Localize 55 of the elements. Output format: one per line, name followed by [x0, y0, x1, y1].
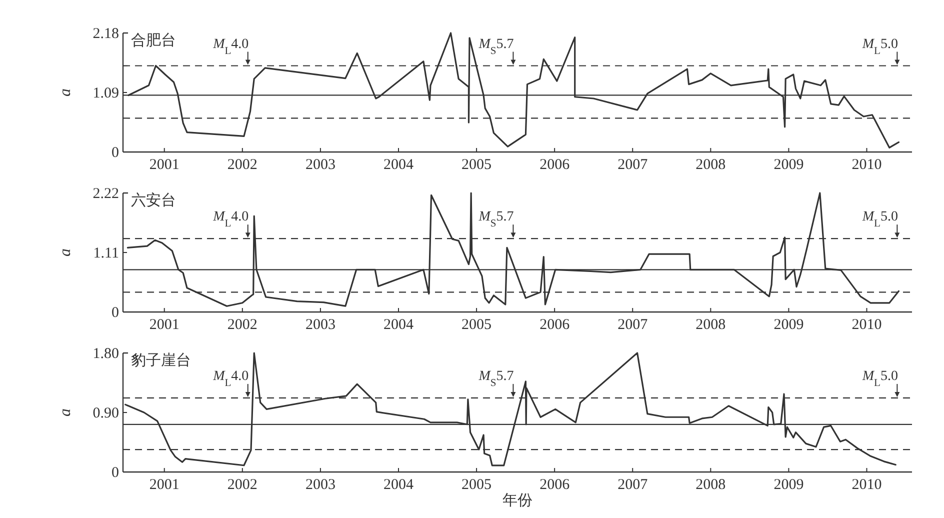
x-tick-label: 2002 — [227, 317, 258, 333]
y-axis-title: a — [57, 88, 74, 96]
y-tick-label: 1.80 — [92, 346, 119, 362]
x-tick-label: 2001 — [149, 157, 180, 173]
chart-title: 豹子崖台 — [131, 352, 191, 369]
x-axis-title: 年份 — [502, 492, 532, 509]
annotation: M$_{L}$5.0 — [861, 36, 898, 56]
annotation: M$_{S}$5.7 — [478, 210, 514, 230]
x-tick-label: 2003 — [305, 477, 336, 493]
y-tick-label: 0 — [112, 145, 119, 161]
y-tick-label: 1.09 — [92, 86, 119, 102]
x-tick-label: 2003 — [305, 157, 336, 173]
x-tick-label: 2004 — [383, 477, 414, 493]
y-tick-label: 0.90 — [92, 406, 119, 422]
x-tick-label: 2010 — [852, 317, 882, 333]
x-tick-label: 2009 — [774, 157, 804, 173]
annotation: M$_{L}$4.0 — [212, 36, 249, 56]
y-tick-label: 0 — [112, 465, 119, 481]
annotation: M$_{L}$5.0 — [861, 210, 898, 230]
x-tick-label: 2008 — [696, 317, 726, 333]
annotation: M$_{L}$4.0 — [212, 210, 249, 230]
y-tick-label: 2.22 — [92, 186, 119, 202]
x-tick-label: 2005 — [462, 157, 492, 173]
annotation: M$_{L}$4.0 — [212, 368, 249, 388]
x-tick-label: 2010 — [852, 157, 882, 173]
x-tick-label: 2007 — [618, 477, 648, 493]
x-tick-label: 2004 — [383, 157, 414, 173]
annotation: M$_{S}$5.7 — [478, 36, 514, 56]
annotation: M$_{L}$5.0 — [861, 368, 898, 388]
x-tick-label: 2002 — [227, 157, 258, 173]
x-tick-label: 2010 — [852, 477, 882, 493]
annotation: M$_{S}$5.7 — [478, 368, 514, 388]
x-tick-label: 2007 — [618, 157, 648, 173]
x-tick-label: 2001 — [149, 477, 180, 493]
x-tick-label: 2004 — [383, 317, 414, 333]
x-tick-label: 2008 — [696, 157, 726, 173]
x-tick-label: 2002 — [227, 477, 258, 493]
y-tick-label: 1.11 — [93, 246, 119, 262]
x-tick-label: 2006 — [540, 477, 570, 493]
x-tick-label: 2008 — [696, 477, 726, 493]
y-tick-label: 2.18 — [92, 26, 119, 42]
x-tick-label: 2005 — [462, 477, 492, 493]
x-tick-label: 2009 — [774, 477, 804, 493]
chart-title: 合肥台 — [131, 32, 176, 49]
x-tick-label: 2003 — [305, 317, 336, 333]
x-tick-label: 2006 — [540, 157, 570, 173]
y-axis-title: a — [57, 408, 74, 416]
y-tick-label: 0 — [112, 305, 119, 321]
x-tick-label: 2001 — [149, 317, 180, 333]
x-tick-label: 2005 — [462, 317, 492, 333]
x-tick-label: 2009 — [774, 317, 804, 333]
x-tick-label: 2007 — [618, 317, 648, 333]
x-tick-label: 2006 — [540, 317, 570, 333]
chart-title: 六安台 — [131, 192, 176, 209]
y-axis-title: a — [57, 248, 74, 256]
